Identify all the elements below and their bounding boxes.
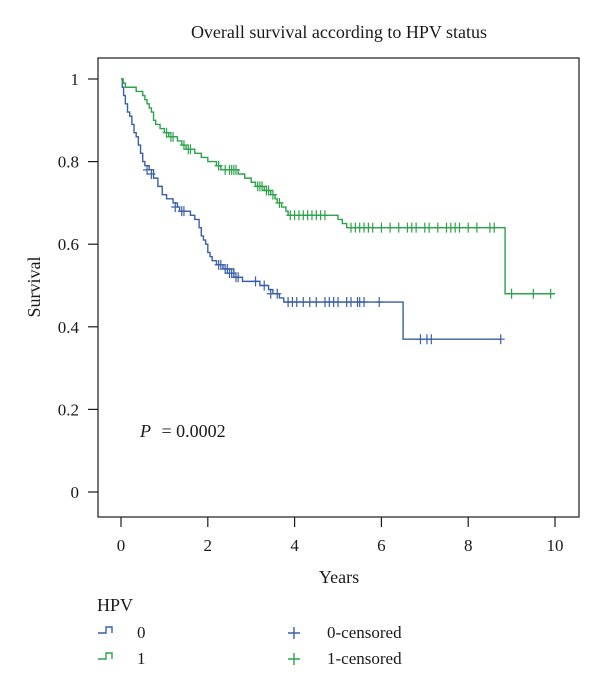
legend-line-swatch-1	[98, 652, 113, 660]
p-value-text: = 0.0002	[162, 421, 226, 441]
censor-mark-hpv-0	[234, 272, 243, 283]
x-tick-label: 8	[464, 536, 473, 555]
censor-mark-hpv-1	[529, 288, 538, 299]
y-tick-label: 0.2	[58, 400, 79, 419]
censor-mark-hpv-1	[394, 222, 403, 233]
survival-curves	[121, 78, 555, 340]
censor-mark-hpv-1	[320, 210, 329, 221]
p-value-annotation: P = 0.0002	[139, 421, 226, 441]
censor-mark-hpv-1	[412, 222, 421, 233]
legend-title: HPV	[97, 595, 133, 615]
censor-mark-hpv-0	[312, 297, 321, 308]
legend-censor-label-1: 1-censored	[327, 649, 402, 668]
censor-mark-hpv-1	[264, 185, 273, 196]
censor-mark-hpv-1	[258, 181, 267, 192]
legend-line-label-1: 1	[137, 649, 146, 668]
censor-mark-hpv-0	[360, 297, 369, 308]
censor-mark-hpv-0	[496, 334, 505, 345]
y-axis: 0 0.2 0.4 0.6 0.8 1	[58, 70, 98, 502]
censor-mark-hpv-1	[268, 189, 277, 200]
y-tick-label: 0	[71, 483, 80, 502]
censor-mark-hpv-1	[546, 288, 555, 299]
censor-mark-hpv-0	[227, 268, 236, 279]
survival-curve-hpv-1	[121, 78, 555, 295]
censor-mark-hpv-1	[464, 222, 473, 233]
censor-mark-hpv-1	[214, 160, 223, 171]
censor-mark-hpv-0	[171, 202, 180, 213]
plot-frame	[97, 57, 580, 518]
x-tick-label: 10	[547, 536, 564, 555]
x-tick-label: 0	[117, 536, 126, 555]
censor-mark-hpv-0	[251, 276, 260, 287]
censor-mark-hpv-0	[273, 288, 282, 299]
plot-border	[97, 57, 580, 518]
y-tick-label: 0.4	[58, 318, 80, 337]
censor-mark-hpv-1	[275, 197, 284, 208]
y-tick-label: 0.6	[58, 235, 79, 254]
legend-censor-swatch-1	[288, 653, 300, 665]
x-tick-label: 6	[377, 536, 386, 555]
censor-mark-hpv-1	[377, 222, 386, 233]
survival-curve-hpv-0	[121, 78, 501, 340]
censor-mark-hpv-1	[179, 140, 188, 151]
censor-mark-hpv-0	[143, 164, 152, 175]
censor-mark-hpv-1	[507, 288, 516, 299]
censor-mark-hpv-0	[375, 297, 384, 308]
legend-censor-label-0: 0-censored	[327, 623, 402, 642]
censor-mark-hpv-1	[386, 222, 395, 233]
legend: HPV 0 1 0-censored 1-censored	[97, 595, 402, 668]
censor-mark-hpv-1	[162, 127, 171, 138]
legend-line-label-0: 0	[137, 623, 146, 642]
censor-mark-hpv-0	[260, 280, 269, 291]
censor-mark-hpv-1	[455, 222, 464, 233]
x-tick-label: 4	[290, 536, 299, 555]
legend-line-swatch-0	[98, 626, 113, 634]
censor-mark-hpv-1	[232, 164, 241, 175]
censor-mark-hpv-0	[334, 297, 342, 308]
censor-mark-hpv-1	[169, 131, 178, 142]
censor-mark-hpv-0	[147, 168, 156, 179]
censor-mark-hpv-1	[433, 222, 442, 233]
chart-title: Overall survival according to HPV status	[191, 22, 487, 42]
x-tick-label: 2	[204, 536, 213, 555]
censor-mark-hpv-1	[490, 222, 499, 233]
censor-mark-hpv-0	[427, 334, 436, 345]
censor-mark-hpv-0	[216, 259, 225, 270]
y-tick-label: 1	[71, 70, 80, 89]
censor-mark-hpv-1	[368, 222, 377, 233]
censor-mark-hpv-0	[223, 263, 232, 274]
p-value-symbol: P	[139, 421, 151, 441]
x-axis-label: Years	[319, 567, 359, 587]
censor-mark-hpv-1	[186, 144, 195, 155]
y-axis-label: Survival	[24, 257, 44, 318]
y-tick-label: 0.8	[58, 153, 79, 172]
censor-mark-hpv-1	[425, 222, 434, 233]
censor-mark-hpv-1	[472, 222, 481, 233]
censor-mark-hpv-0	[179, 206, 188, 217]
x-axis: 0 2 4 6 8 10	[117, 517, 564, 555]
censor-marks	[143, 127, 555, 345]
legend-censor-swatch-0	[288, 627, 300, 639]
